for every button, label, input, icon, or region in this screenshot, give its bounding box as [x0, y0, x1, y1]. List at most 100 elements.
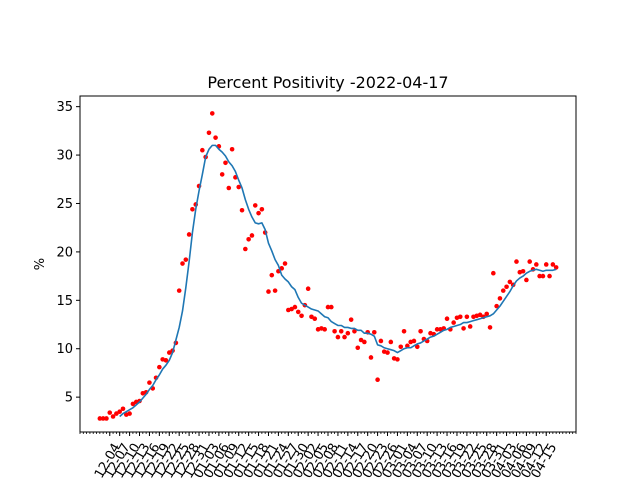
data-point [500, 288, 506, 293]
data-point [401, 329, 407, 334]
data-point [368, 355, 374, 360]
data-point [246, 237, 251, 242]
data-point [249, 233, 255, 238]
y-tick-label: 20 [56, 245, 73, 260]
data-point [527, 259, 533, 264]
data-point [550, 262, 556, 267]
data-point [352, 329, 357, 334]
data-point [272, 288, 278, 293]
data-point [239, 207, 245, 213]
data-point [362, 339, 367, 345]
y-axis-label: % [33, 258, 48, 270]
data-point [342, 334, 347, 340]
data-point [269, 272, 275, 278]
data-point [104, 416, 109, 421]
x-axis: 12-0412-0712-1012-1312-1612-1912-2212-25… [79, 432, 577, 480]
y-tick-label: 10 [56, 342, 73, 357]
data-point [110, 414, 116, 419]
data-point [213, 135, 218, 140]
data-point [329, 304, 334, 310]
data-point [487, 325, 493, 330]
data-point [484, 311, 490, 317]
data-point [127, 411, 132, 416]
data-point [219, 172, 225, 177]
data-point [457, 314, 463, 320]
data-point [504, 284, 509, 290]
data-point [312, 316, 318, 322]
data-point [388, 339, 394, 345]
data-point [266, 289, 271, 294]
data-point [335, 334, 341, 340]
y-tick-label: 25 [56, 197, 73, 212]
data-point [375, 377, 380, 383]
data-point [259, 206, 265, 212]
data-point [322, 327, 327, 332]
data-point [229, 146, 235, 152]
y-tick-label: 15 [56, 294, 73, 309]
data-point [332, 329, 337, 334]
data-point [338, 329, 344, 334]
data-point [514, 259, 519, 264]
data-point [524, 277, 529, 283]
data-point [547, 273, 552, 279]
y-axis: 5 10 15 20 25 30 35 [56, 100, 80, 406]
data-point [299, 313, 304, 319]
data-point [395, 357, 400, 362]
data-point [464, 314, 470, 320]
data-point [540, 273, 546, 279]
data-point [378, 338, 384, 344]
data-point [223, 160, 228, 166]
data-point [206, 130, 212, 136]
data-point [467, 324, 473, 329]
data-point [180, 261, 185, 266]
data-point [100, 416, 106, 421]
data-point [243, 246, 248, 252]
y-tick-label: 35 [56, 100, 73, 115]
data-point [117, 409, 122, 414]
data-point [236, 184, 242, 190]
data-point [157, 364, 162, 370]
data-point [543, 262, 549, 267]
data-point [147, 380, 152, 385]
data-point [97, 416, 103, 421]
data-point [176, 288, 182, 293]
chart-title: Percent Positivity -2022-04-17 [207, 73, 448, 92]
data-point [348, 317, 354, 322]
data-point [282, 261, 288, 266]
y-tick-label: 5 [65, 391, 73, 406]
data-point [451, 320, 456, 325]
data-point [537, 273, 542, 279]
data-point [200, 147, 205, 153]
data-point [494, 303, 499, 309]
data-point [491, 270, 496, 276]
data-point [226, 185, 232, 191]
data-point [107, 410, 113, 415]
plot-frame [79, 95, 577, 433]
data-point [345, 330, 351, 336]
data-point [163, 358, 169, 363]
data-point [209, 111, 215, 116]
data-point [444, 316, 450, 322]
plot-series [97, 111, 559, 421]
data-point [398, 344, 404, 350]
data-point [190, 206, 195, 212]
data-point [520, 268, 526, 274]
data-point [461, 326, 466, 331]
data-point [414, 344, 420, 350]
data-point [292, 304, 298, 310]
data-point [295, 309, 301, 315]
data-point [325, 304, 331, 310]
data-point [120, 406, 126, 412]
data-point [507, 279, 513, 285]
data-point [186, 232, 192, 237]
data-point [256, 210, 261, 216]
data-point [534, 262, 539, 267]
data-point [434, 327, 440, 332]
data-point [497, 296, 503, 301]
data-point [371, 329, 377, 335]
data-point [252, 203, 258, 208]
series-line [119, 144, 557, 418]
y-tick-label: 30 [56, 149, 73, 164]
